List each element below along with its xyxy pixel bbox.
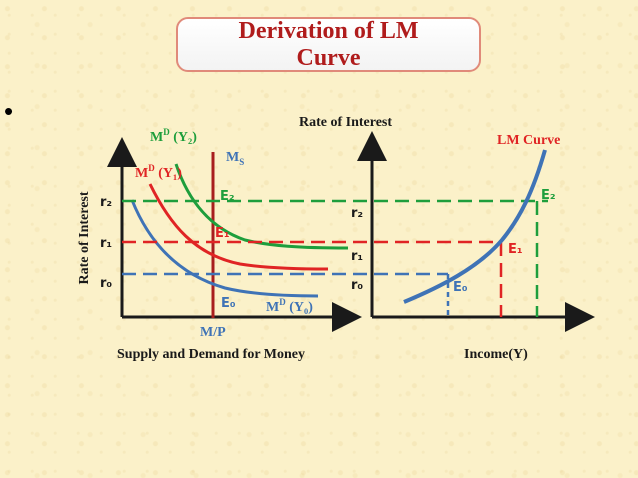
bullet-point: •	[4, 96, 14, 126]
left-e2-label: E₂	[220, 189, 235, 204]
ms-label: MS	[226, 150, 244, 167]
right-x-axis-title: Income(Y)	[464, 347, 528, 362]
md-y0-label: MD (Y₀)	[266, 297, 313, 315]
left-r2-label: r₂	[100, 195, 112, 210]
right-e2-label: E₂	[541, 188, 556, 203]
left-r0-label: r₀	[100, 276, 112, 291]
left-e0-label: E₀	[221, 296, 236, 311]
right-e1-label: E₁	[508, 242, 523, 257]
left-y-axis-title: Rate of Interest	[77, 191, 92, 284]
right-r2-label: r₂	[351, 206, 363, 221]
money-demand-curve-y2	[174, 163, 349, 250]
right-e0-label: E₀	[453, 280, 468, 295]
money-supply-label: M/P	[200, 325, 226, 340]
lm-curve	[403, 149, 547, 304]
money-demand-curve-y0	[130, 199, 319, 298]
left-x-axis-title: Supply and Demand for Money	[117, 347, 305, 362]
money-demand-curve-y1	[148, 183, 329, 271]
right-r1-label: r₁	[351, 249, 363, 264]
md-y1-label: MD (Y₁)	[135, 163, 182, 181]
right-r0-label: r₀	[351, 278, 363, 293]
title-box: Derivation of LM Curve	[176, 17, 481, 72]
slide-title: Derivation of LM Curve	[238, 17, 419, 71]
left-e1-label: E₁	[215, 226, 230, 241]
left-r1-label: r₁	[100, 236, 112, 251]
lm-curve-label: LM Curve	[497, 133, 560, 148]
right-y-axis-title: Rate of Interest	[299, 115, 392, 130]
md-y2-label: MD (Y₂)	[150, 127, 197, 145]
